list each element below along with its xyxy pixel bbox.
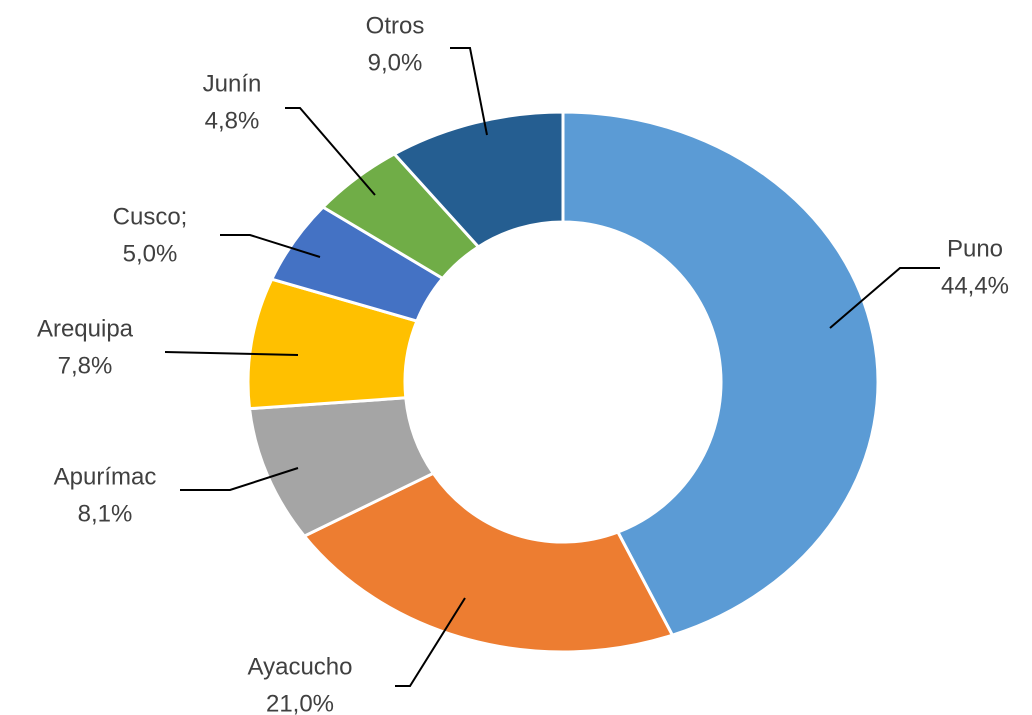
- leader-line: [164, 351, 299, 356]
- leader-line: [395, 597, 466, 687]
- leader-line: [180, 467, 299, 491]
- value-label: 5,0%: [123, 240, 178, 267]
- leader-line: [450, 47, 488, 136]
- slice-label: Junín: [203, 70, 262, 97]
- slice: [391, 110, 565, 249]
- slice-label: Cusco;: [113, 203, 188, 230]
- value-label: 7,8%: [58, 352, 113, 379]
- slice: [561, 110, 880, 638]
- slice-label: Otros: [366, 12, 425, 39]
- value-label: 8,1%: [78, 500, 133, 527]
- value-label: 44,4%: [941, 272, 1009, 299]
- value-label: 21,0%: [266, 690, 334, 715]
- slice-label: Ayacucho: [248, 653, 353, 680]
- leader-line: [220, 234, 321, 258]
- slice: [301, 471, 675, 654]
- value-label: 4,8%: [205, 107, 260, 134]
- slice-label: Apurímac: [54, 463, 157, 490]
- slice-label: Puno: [947, 235, 1003, 262]
- slice-label: Arequipa: [37, 315, 134, 342]
- leader-line: [285, 107, 376, 196]
- value-label: 9,0%: [368, 49, 423, 76]
- leader-line: [829, 267, 940, 329]
